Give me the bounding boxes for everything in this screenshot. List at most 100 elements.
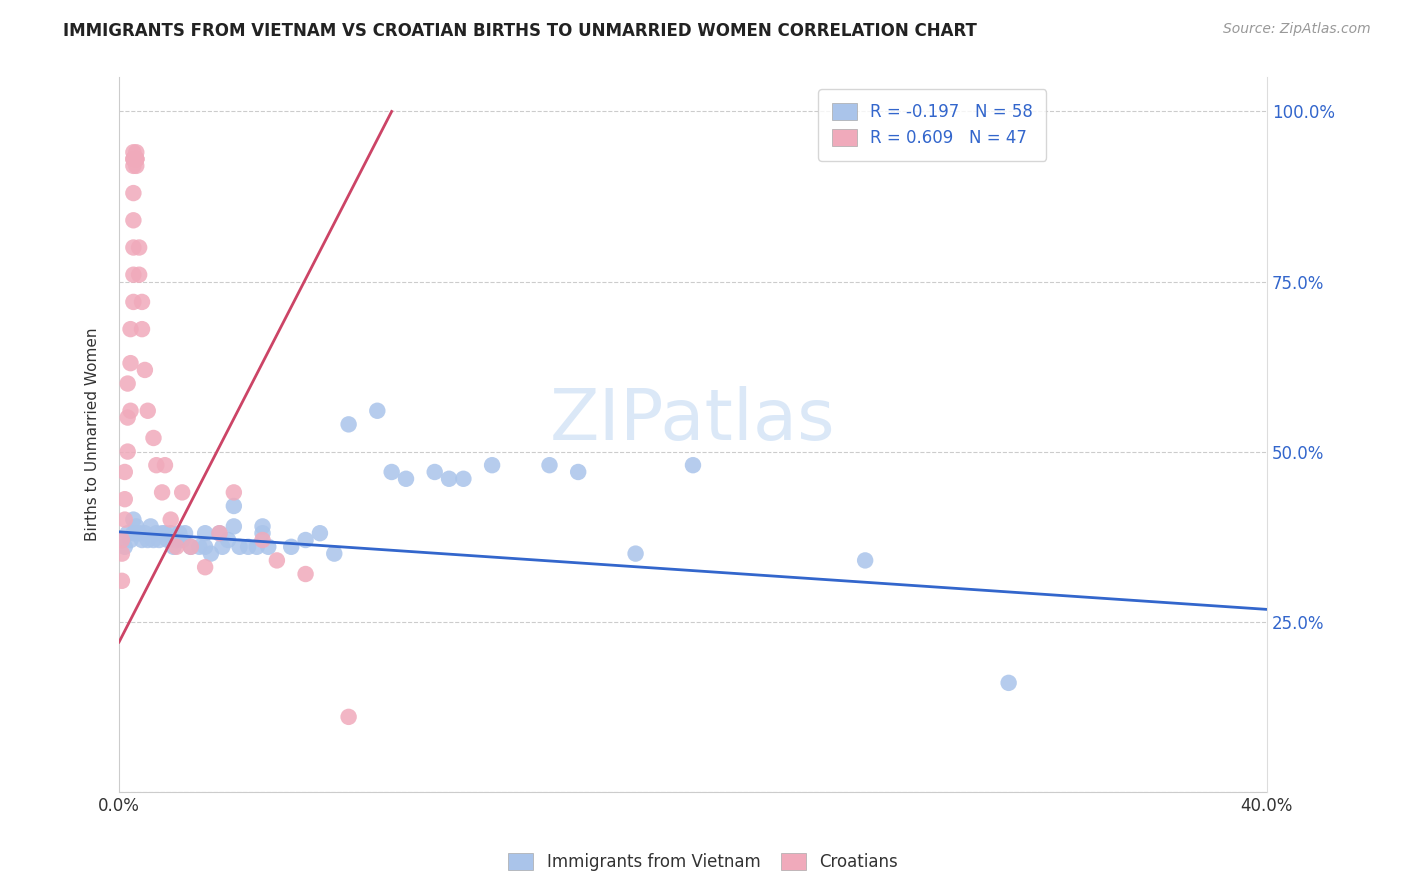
Point bbox=[122, 145, 145, 160]
Point bbox=[136, 533, 159, 547]
Point bbox=[222, 485, 245, 500]
Point bbox=[131, 322, 153, 336]
Point bbox=[122, 186, 145, 200]
Point bbox=[117, 444, 139, 458]
Point bbox=[567, 465, 589, 479]
Point bbox=[238, 540, 260, 554]
Point bbox=[117, 526, 139, 541]
Point bbox=[142, 431, 165, 445]
Point bbox=[150, 526, 173, 541]
Point bbox=[165, 540, 187, 554]
Point bbox=[125, 159, 148, 173]
Point bbox=[194, 560, 217, 574]
Point bbox=[172, 485, 194, 500]
Point bbox=[538, 458, 561, 473]
Point bbox=[423, 465, 446, 479]
Point bbox=[172, 533, 194, 547]
Point bbox=[136, 403, 159, 417]
Point bbox=[117, 410, 139, 425]
Point bbox=[153, 458, 176, 473]
Point bbox=[174, 526, 197, 541]
Point bbox=[162, 540, 184, 554]
Point bbox=[682, 458, 704, 473]
Point bbox=[180, 540, 202, 554]
Point bbox=[120, 356, 142, 370]
Point bbox=[117, 376, 139, 391]
Point bbox=[252, 526, 274, 541]
Point bbox=[246, 540, 269, 554]
Point bbox=[208, 526, 231, 541]
Point bbox=[122, 513, 145, 527]
Point bbox=[453, 472, 475, 486]
Point bbox=[309, 526, 332, 541]
Point bbox=[159, 526, 181, 541]
Point bbox=[142, 533, 165, 547]
Point bbox=[125, 519, 148, 533]
Point bbox=[120, 322, 142, 336]
Point bbox=[211, 540, 233, 554]
Point bbox=[165, 533, 187, 547]
Point bbox=[180, 540, 202, 554]
Point bbox=[381, 465, 404, 479]
Point bbox=[437, 472, 460, 486]
Point bbox=[139, 519, 162, 533]
Point bbox=[128, 240, 150, 254]
Point bbox=[194, 540, 217, 554]
Point bbox=[122, 526, 145, 541]
Point bbox=[208, 526, 231, 541]
Point bbox=[624, 547, 647, 561]
Point bbox=[125, 152, 148, 166]
Point bbox=[114, 513, 136, 527]
Point bbox=[125, 152, 148, 166]
Point bbox=[134, 526, 156, 541]
Point bbox=[366, 403, 388, 417]
Point bbox=[252, 533, 274, 547]
Text: ZIPatlas: ZIPatlas bbox=[550, 385, 835, 455]
Text: IMMIGRANTS FROM VIETNAM VS CROATIAN BIRTHS TO UNMARRIED WOMEN CORRELATION CHART: IMMIGRANTS FROM VIETNAM VS CROATIAN BIRT… bbox=[63, 22, 977, 40]
Point bbox=[222, 519, 245, 533]
Point bbox=[228, 540, 250, 554]
Point bbox=[217, 533, 239, 547]
Legend: R = -0.197   N = 58, R = 0.609   N = 47: R = -0.197 N = 58, R = 0.609 N = 47 bbox=[818, 89, 1046, 161]
Point bbox=[337, 417, 360, 432]
Point bbox=[131, 533, 153, 547]
Point bbox=[134, 363, 156, 377]
Point bbox=[114, 492, 136, 507]
Point bbox=[188, 540, 211, 554]
Point bbox=[481, 458, 503, 473]
Point bbox=[200, 547, 222, 561]
Point bbox=[122, 294, 145, 309]
Point bbox=[853, 553, 876, 567]
Point bbox=[148, 533, 170, 547]
Point bbox=[145, 526, 167, 541]
Point bbox=[280, 540, 302, 554]
Point bbox=[125, 145, 148, 160]
Point bbox=[128, 526, 150, 541]
Point bbox=[159, 513, 181, 527]
Point bbox=[194, 526, 217, 541]
Legend: Immigrants from Vietnam, Croatians: Immigrants from Vietnam, Croatians bbox=[501, 845, 905, 880]
Point bbox=[122, 240, 145, 254]
Point bbox=[122, 159, 145, 173]
Point bbox=[111, 574, 134, 588]
Point bbox=[114, 540, 136, 554]
Point bbox=[111, 533, 134, 547]
Point bbox=[294, 533, 316, 547]
Point bbox=[395, 472, 418, 486]
Point bbox=[120, 403, 142, 417]
Point bbox=[122, 152, 145, 166]
Point bbox=[997, 676, 1019, 690]
Point bbox=[122, 152, 145, 166]
Point bbox=[169, 526, 191, 541]
Point bbox=[120, 533, 142, 547]
Point bbox=[294, 567, 316, 582]
Point bbox=[128, 268, 150, 282]
Point bbox=[122, 268, 145, 282]
Point bbox=[222, 499, 245, 513]
Point bbox=[156, 533, 179, 547]
Point bbox=[252, 519, 274, 533]
Point bbox=[266, 553, 288, 567]
Point bbox=[337, 710, 360, 724]
Point bbox=[114, 465, 136, 479]
Point bbox=[122, 213, 145, 227]
